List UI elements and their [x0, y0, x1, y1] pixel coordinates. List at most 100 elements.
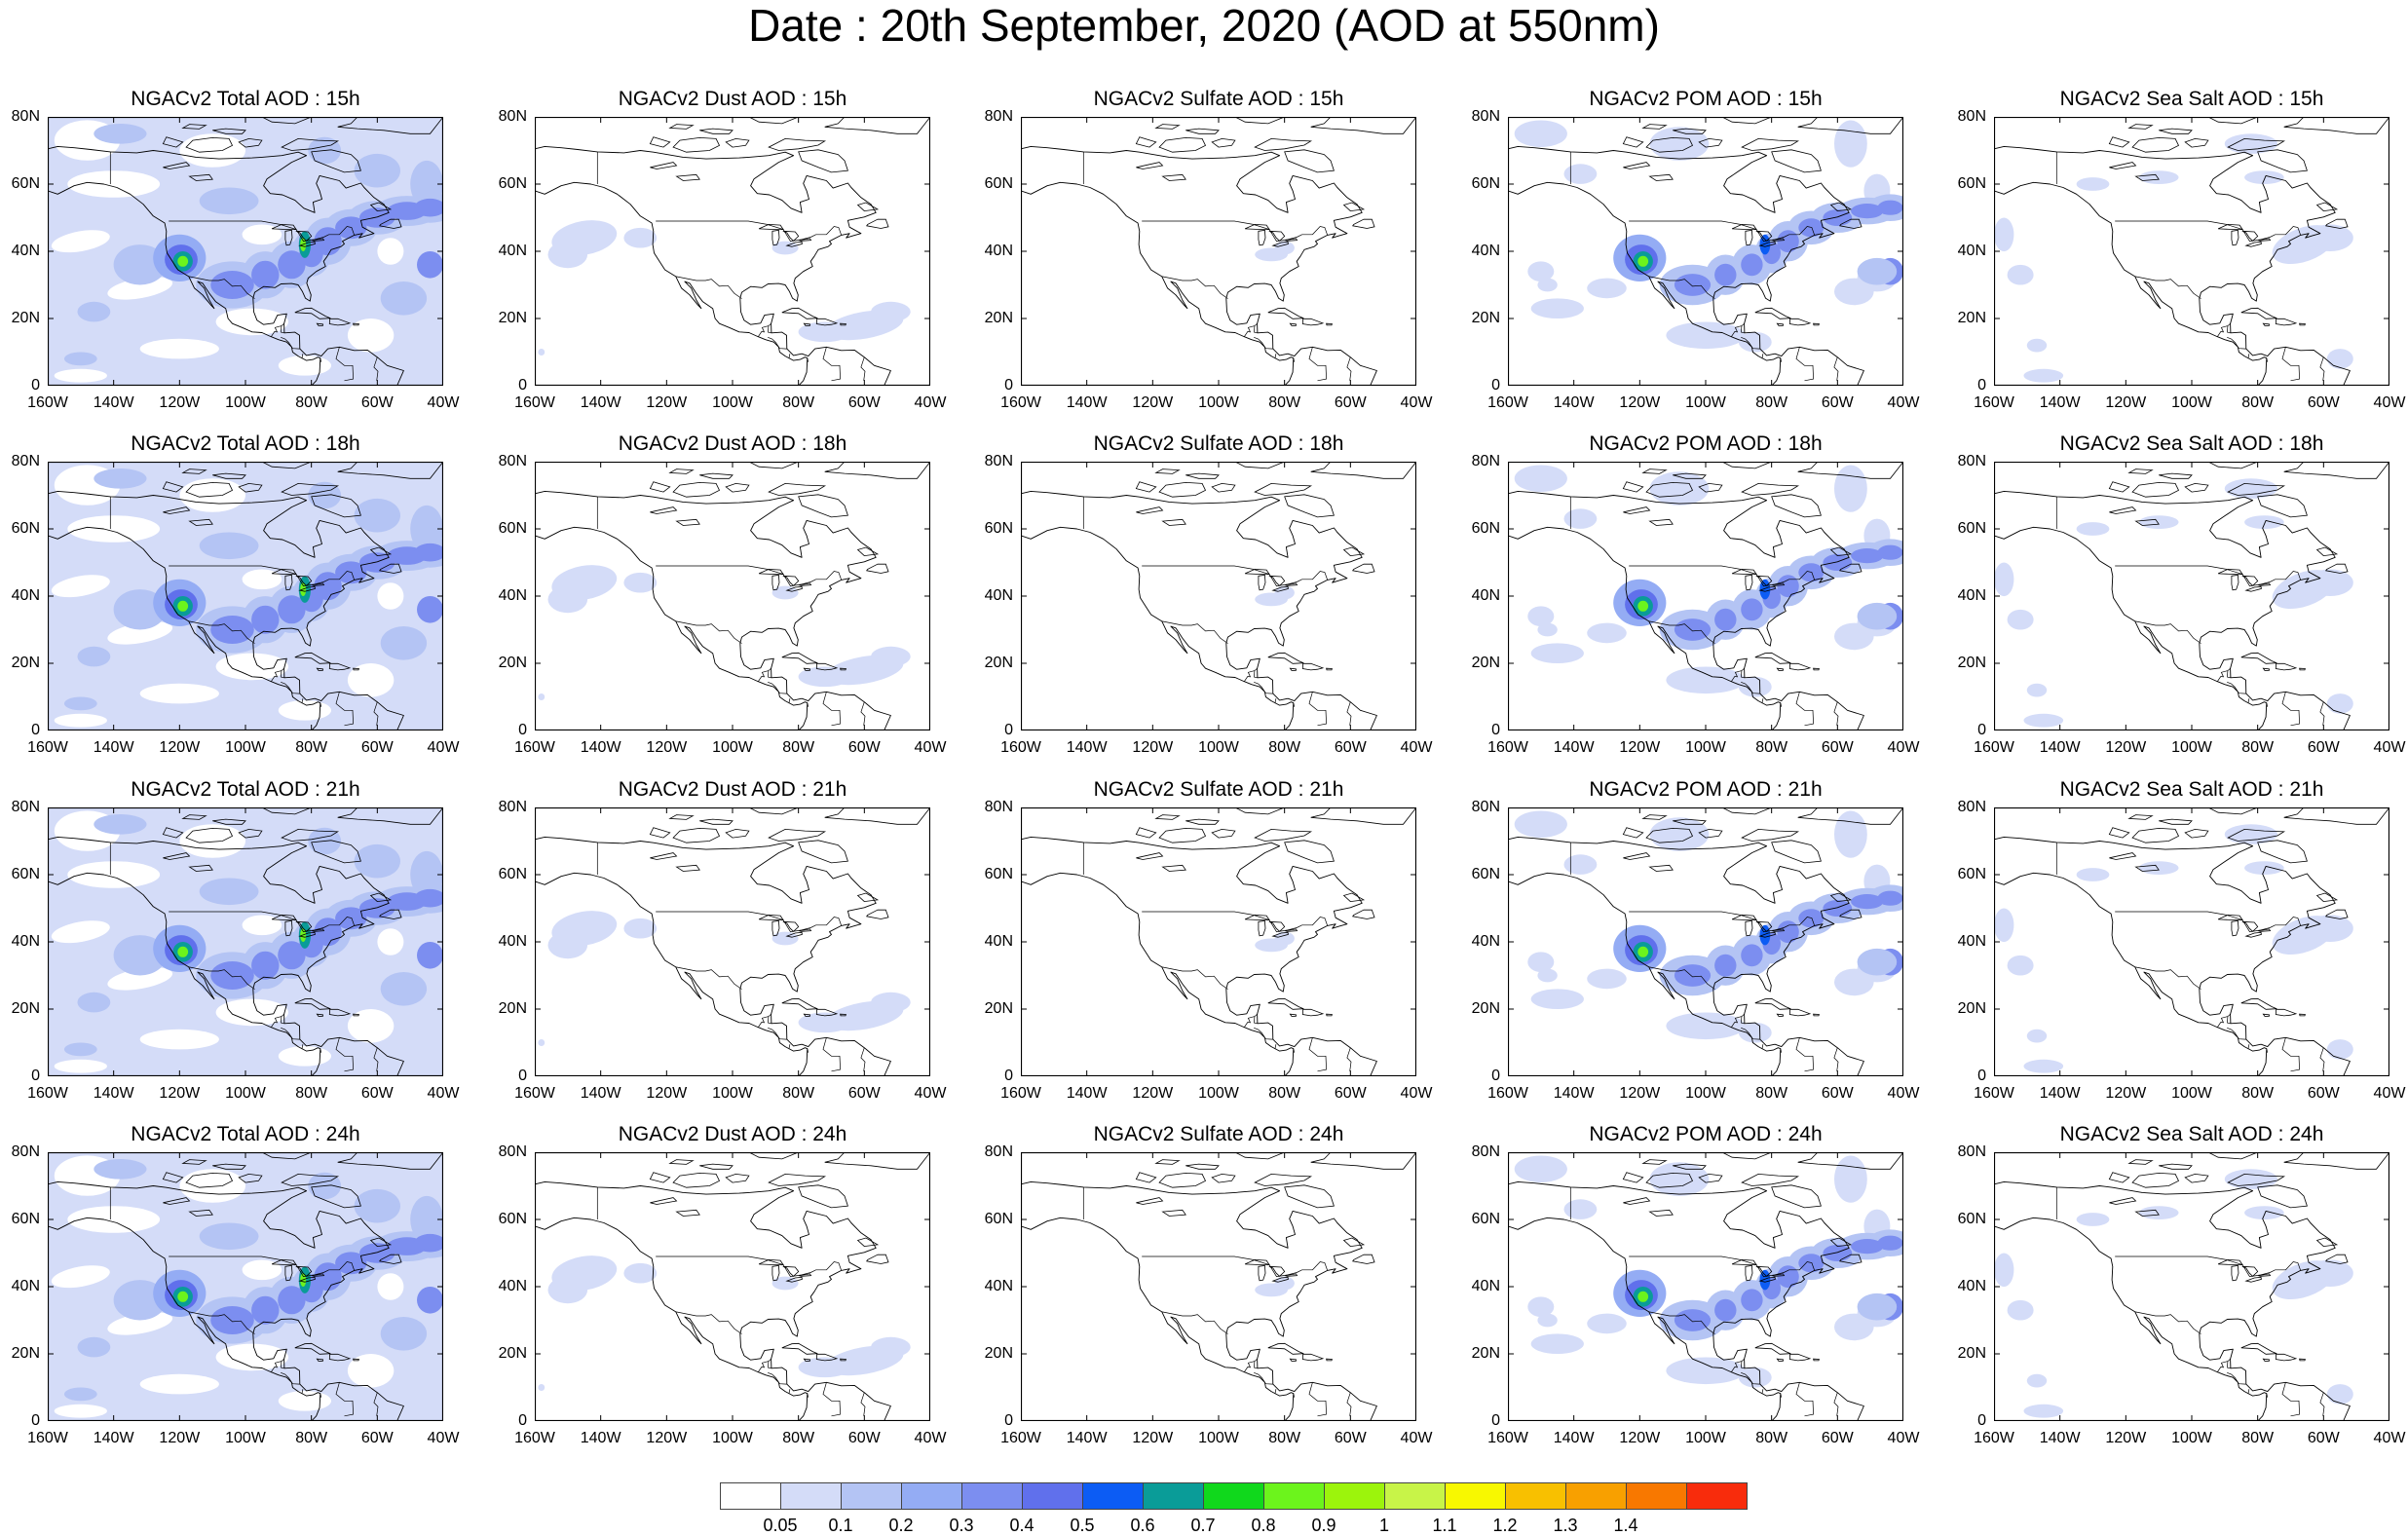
coastline-island: [1758, 1276, 1776, 1283]
political-border: [1761, 698, 1764, 704]
aod-field-blob: [107, 967, 173, 991]
x-tick-label: 100W: [1685, 394, 1726, 411]
coastline-island: [2275, 1008, 2298, 1017]
aod-field-blob: [417, 1287, 443, 1314]
aod-map: [535, 117, 930, 386]
coastline: [535, 836, 891, 1076]
aod-field-blob: [278, 941, 306, 970]
aod-field-blob: [771, 585, 799, 600]
aod-field-blob: [414, 1233, 443, 1253]
coastline-island: [1745, 229, 1753, 246]
political-border: [1142, 1255, 1329, 1278]
aod-field-blob: [359, 207, 395, 228]
coastline-island: [1797, 462, 1903, 479]
aod-field-blob: [414, 888, 443, 908]
aod-background-field: [535, 117, 930, 386]
aod-field-blob: [242, 915, 282, 936]
political-border: [1142, 565, 1329, 587]
panel-title: NGACv2 Sulfate AOD : 15h: [1093, 88, 1344, 110]
coastline-island: [748, 807, 799, 815]
aod-field-blob: [1649, 817, 1710, 851]
y-tick-label: 60N: [1471, 520, 1500, 537]
coastline-island: [281, 482, 340, 496]
colorbar-label: 0.05: [763, 1516, 798, 1535]
coastline-island: [311, 494, 361, 518]
aod-field-blob: [113, 1280, 167, 1321]
aod-field-blob: [871, 1336, 911, 1358]
political-border: [1254, 336, 1273, 350]
political-border: [1741, 681, 1760, 694]
colorbar-label: 0.9: [1311, 1516, 1336, 1535]
coastline-island: [294, 997, 331, 1010]
political-border: [1649, 1311, 1715, 1334]
coastline-island: [758, 568, 784, 575]
aod-field-blob: [1530, 298, 1584, 318]
political-border: [169, 565, 356, 587]
coastline-island: [2127, 124, 2154, 130]
aod-field-blob: [1834, 465, 1867, 512]
coastline-island: [1648, 864, 1674, 872]
coastline-island: [1771, 494, 1822, 518]
main-title: Date : 20th September, 2020 (AOD at 550n…: [748, 0, 1660, 51]
aod-field-blob: [139, 1373, 219, 1395]
aod-field-blob: [1274, 585, 1295, 600]
aod-field-blob: [2307, 915, 2353, 942]
aod-field-blob: [377, 582, 404, 610]
x-tick-label: 100W: [225, 1430, 266, 1446]
aod-field-blob: [2138, 170, 2179, 184]
aod-field-blob: [2023, 713, 2064, 728]
political-border: [1741, 670, 1745, 679]
coastline-island: [1136, 1197, 1164, 1205]
aod-field-blob: [1674, 1309, 1712, 1331]
political-border: [1293, 702, 1296, 707]
coastline-island: [353, 1013, 359, 1017]
aod-field-blob: [1537, 968, 1558, 983]
coastline-island: [2184, 828, 2209, 839]
coastline-island: [1254, 137, 1313, 151]
aod-field-blob: [359, 898, 395, 918]
panel-title: NGACv2 Sulfate AOD : 24h: [1093, 1123, 1344, 1145]
aod-field-blob: [107, 277, 173, 300]
coastline-island: [1158, 827, 1207, 843]
coastline-island: [1839, 909, 1862, 919]
aod-field-blob: [1637, 1291, 1649, 1302]
x-tick-label: 60W: [1821, 1085, 1854, 1102]
political-border: [2135, 1311, 2201, 1334]
x-tick-label: 100W: [712, 1430, 753, 1446]
coastline-island: [1788, 662, 1812, 671]
coastline-island: [2244, 585, 2262, 592]
y-tick-label: 0: [31, 1412, 40, 1429]
coastline-island: [2217, 1258, 2243, 1265]
political-border: [301, 1044, 304, 1050]
aod-field-blob: [1738, 1367, 1772, 1388]
y-tick-label: 0: [31, 377, 40, 393]
coastline-island: [785, 585, 803, 592]
coastline-island: [1797, 117, 1903, 134]
coastline-island: [1754, 652, 1791, 664]
x-tick-label: 160W: [1487, 1430, 1528, 1446]
y-tick-label: 60N: [498, 1211, 527, 1227]
political-border: [2217, 322, 2231, 337]
political-border: [2115, 1255, 2302, 1278]
y-tick-label: 0: [518, 722, 527, 738]
aod-map: [1021, 1152, 1416, 1421]
political-border: [189, 966, 255, 990]
coastline-island: [2134, 518, 2160, 526]
x-tick-label: 140W: [1553, 1085, 1595, 1102]
x-tick-label: 40W: [914, 739, 947, 756]
y-tick-label: 60N: [1471, 175, 1500, 192]
aod-background-field: [535, 807, 930, 1076]
political-border: [1795, 1382, 1814, 1417]
x-tick-label: 140W: [2039, 739, 2081, 756]
aod-field-blob: [251, 951, 280, 980]
coastline-island: [668, 1159, 695, 1165]
coastline-island: [238, 482, 263, 493]
x-tick-label: 160W: [514, 739, 555, 756]
coastline-island: [188, 864, 213, 872]
political-border: [373, 356, 379, 381]
y-tick-label: 40N: [498, 933, 527, 950]
coastline-island: [2109, 162, 2137, 169]
coastline-island: [2244, 1276, 2262, 1283]
political-border: [768, 670, 771, 679]
coastline-island: [768, 828, 827, 842]
